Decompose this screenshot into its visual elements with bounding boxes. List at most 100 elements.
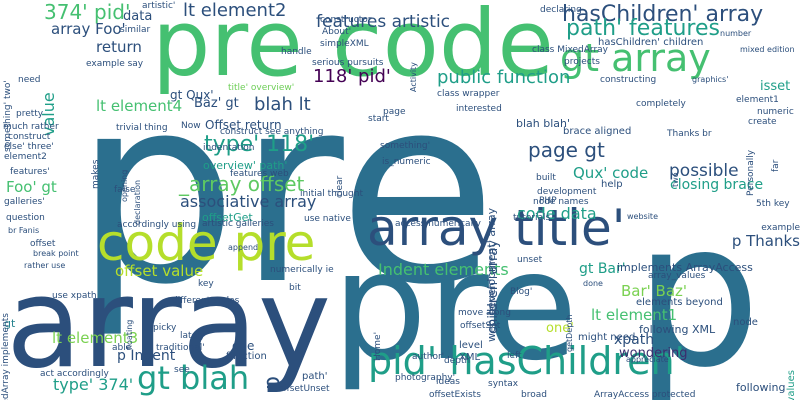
word-rather-use: rather use: [24, 261, 66, 270]
word-question: question: [6, 213, 45, 223]
word-gt-blah: gt blah: [137, 359, 250, 397]
word-bar-baz: Bar' Baz': [621, 282, 688, 300]
word-qux-code: Qux' code: [573, 164, 649, 182]
word-picky: picky: [153, 323, 177, 333]
word-blah-lt: blah lt: [254, 94, 311, 115]
word-offsetunset: offsetUnset: [278, 384, 330, 394]
word-code-data: code data: [517, 204, 597, 223]
word-false: false: [114, 185, 136, 195]
word-array-values: array_values: [648, 271, 706, 281]
word-trivial-thing: trivial thing: [116, 123, 168, 133]
word-path-features: path' features: [566, 16, 720, 41]
word-class-wrapper: class wrapper: [437, 89, 500, 99]
word-mixed-edition: mixed edition: [740, 45, 795, 54]
word-lately: lately: [180, 331, 205, 341]
word-need: need: [18, 75, 41, 85]
word-gt-qux: gt Qux': [170, 88, 214, 102]
word-construct: construct: [8, 132, 51, 142]
word-floating: floating: [125, 319, 134, 350]
word-offset: offset: [30, 239, 56, 249]
word-path-small: path': [302, 371, 328, 382]
word-p-thanks: p Thanks: [731, 232, 800, 250]
word-lt-element1: lt element1: [591, 306, 678, 324]
word-append: append: [228, 243, 259, 252]
word-5th-key: 5th key: [756, 199, 790, 209]
word-features-web: features web: [230, 169, 289, 179]
word-syntax: syntax: [488, 379, 519, 389]
word-accordingly-using: accordingly using: [117, 220, 197, 230]
word-using-array-values: using array_values: [786, 370, 797, 400]
word-able: able: [112, 343, 132, 353]
word-associative-array: associative array: [180, 192, 317, 211]
word-lt-element3: lt element3: [52, 329, 139, 347]
word-done: done: [583, 279, 603, 288]
word-development: development: [537, 187, 597, 197]
word-numeric: numeric: [757, 107, 794, 117]
word-something-two: something' two': [3, 80, 13, 152]
word-code-pre: code pre: [97, 214, 316, 272]
word-interested: interested: [456, 104, 502, 114]
word-pretty: pretty: [16, 109, 44, 119]
word-serious-pursuits: serious pursuits: [312, 58, 384, 68]
word-getdepth: getDepth: [565, 314, 574, 352]
word-completely: completely: [636, 99, 686, 109]
word-features-q: features': [10, 167, 50, 177]
word-foo-gt: Foo' gt: [6, 178, 57, 196]
word-pid-haschildren: pid' hasChildren': [368, 339, 686, 383]
word-key: key: [198, 279, 214, 289]
word-use-xpath: use xpath: [52, 291, 97, 301]
word-similar: similar: [120, 25, 151, 35]
word-construct-see-anything: construct see anything: [220, 127, 324, 137]
word-ideas: ideas: [436, 377, 460, 387]
word-is-numeric: is_numeric: [382, 157, 431, 167]
word-makes: makes: [91, 159, 101, 189]
word-traditional: traditional': [156, 343, 205, 353]
word-haschildren-children: hasChildren' children: [598, 37, 704, 48]
word-gt-array: gt array: [560, 36, 711, 80]
word-array-title: array title': [367, 199, 626, 257]
word-web-development-array: web development' array: [485, 207, 498, 342]
word-page: page: [383, 107, 406, 117]
word-constructor: constructor: [320, 15, 372, 25]
word-example: example: [761, 223, 800, 233]
word-appreciate: appreciate: [626, 355, 669, 364]
word-following: following: [736, 381, 786, 394]
word-artistic-galleries: artistic galleries: [202, 219, 274, 229]
word-opening: opening: [120, 169, 129, 202]
word-pre: pre: [74, 41, 497, 341]
word-374-pid: 374' pid': [44, 0, 131, 24]
word-lt-element2: lt element2: [183, 0, 287, 21]
word-one-quote: one': [546, 321, 574, 336]
word-return: return: [96, 38, 142, 56]
word-left: left: [507, 351, 522, 361]
word-elements-beyond: elements beyond: [636, 297, 723, 308]
word-author: author': [412, 352, 445, 362]
word-example-say: example say: [86, 59, 144, 69]
word-thanks-br: Thanks br: [667, 129, 712, 139]
word-features-artistic: features artistic: [316, 12, 451, 32]
word-118-pid: 118' pid': [313, 66, 391, 87]
word-clear: clear: [335, 175, 345, 198]
word-lt-element4: lt element4: [96, 97, 183, 115]
word-haschildren-array: hasChildren' array: [562, 2, 764, 27]
word-wondering: wondering: [619, 346, 688, 361]
word-graphics: graphics': [692, 75, 729, 84]
word-different-styles: different styles: [172, 296, 240, 306]
word-php: PHP: [539, 196, 557, 206]
word-access-numerically: access numerically: [395, 219, 481, 229]
word-act-accordingly: act accordingly: [40, 369, 109, 379]
word-indent-elements: Indent elements: [378, 260, 509, 279]
word-see: see: [174, 365, 190, 375]
word-type-118: type' 118': [204, 132, 315, 157]
word-type-374: type' 374': [53, 375, 134, 394]
word-far: far: [771, 159, 781, 172]
word-closing-brace: closing brace: [670, 177, 764, 193]
word-blog: Blog': [510, 287, 533, 297]
word-arrayaccess-protected: ArrayAccess protected: [594, 390, 696, 400]
word-possible: possible: [669, 161, 739, 181]
word-page-gt: page gt: [528, 138, 605, 162]
word-function: function: [226, 351, 267, 362]
word-mixedarray-implements: MixedArray implements: [1, 313, 11, 400]
word-handle: handle: [281, 47, 312, 57]
